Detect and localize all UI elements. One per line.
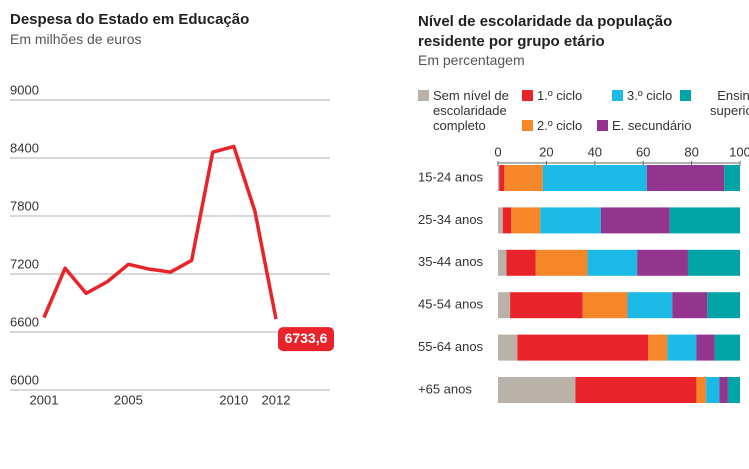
legend-swatch: [612, 90, 623, 101]
y-tick-label: +65 anos: [418, 381, 472, 396]
bar-segment: [669, 207, 740, 234]
bar-segment: [627, 292, 673, 319]
y-tick-label: 35-44 anos: [418, 254, 484, 269]
chart-title: Despesa do Estado em Educação: [10, 11, 250, 28]
x-tick-label: 100: [729, 144, 749, 159]
bar-segment: [498, 377, 576, 403]
data-label-badge: [278, 327, 334, 352]
data-line: [42, 144, 278, 320]
x-tick-label: 40: [588, 144, 602, 159]
bar-segment: [502, 207, 512, 234]
x-tick-label: 2010: [219, 392, 248, 407]
bar-segment: [498, 207, 503, 234]
x-tick-label: 2001: [30, 392, 59, 407]
bar-segment: [499, 165, 505, 191]
legend-label: 1.º ciclo: [537, 88, 583, 103]
legend-swatch: [597, 120, 608, 131]
bar-segment: [696, 334, 715, 361]
legend-label: Sem nível de escolaridade completo: [433, 88, 509, 133]
bar-segment: [511, 207, 541, 234]
bar-segment: [706, 377, 720, 403]
x-tick-label: 20: [539, 144, 553, 159]
y-tick-label: 25-34 anos: [418, 212, 484, 227]
bar-segment: [587, 249, 638, 276]
legend-label: 3.º ciclo: [627, 88, 673, 103]
x-tick-label: 80: [684, 144, 698, 159]
y-tick-label: 6600: [10, 314, 39, 329]
legend-swatch: [680, 90, 691, 101]
chart-title: Nível de escolaridade da população resid…: [418, 13, 673, 50]
legend-swatch: [522, 120, 533, 131]
x-tick-label: 60: [636, 144, 650, 159]
bar-segment: [648, 334, 668, 361]
legend-label: 2.º ciclo: [537, 118, 583, 133]
y-tick-label: 7200: [10, 256, 39, 271]
bar-segment: [707, 292, 740, 319]
bar-segment: [582, 292, 628, 319]
bar-segment: [498, 249, 507, 276]
x-tick-label: 2012: [262, 392, 291, 407]
bar-segment: [535, 249, 588, 276]
bar-segment: [667, 334, 697, 361]
legend-label: E. secundário: [612, 118, 692, 133]
legend-swatch: [522, 90, 533, 101]
x-tick-label: 0: [494, 144, 501, 159]
chart-subtitle: Em milhões de euros: [10, 31, 142, 47]
bar-segment: [498, 165, 500, 191]
y-tick-label: 6000: [10, 372, 39, 387]
legend-swatch: [418, 90, 429, 101]
bar-segment: [540, 207, 601, 234]
y-tick-label: 15-24 anos: [418, 169, 484, 184]
bar-segment: [719, 377, 728, 403]
y-tick-label: 9000: [10, 82, 39, 97]
bar-segment: [637, 249, 688, 276]
bar-segment: [542, 165, 647, 191]
bar-segment: [504, 165, 543, 191]
bar-segment: [672, 292, 708, 319]
y-tick-label: 7800: [10, 198, 39, 213]
bar-segment: [517, 334, 649, 361]
bar-segment: [600, 207, 670, 234]
bar-segment: [724, 165, 740, 191]
bar-segment: [696, 377, 707, 403]
bar-segment: [687, 249, 740, 276]
bar-segment: [646, 165, 725, 191]
data-label: 6733,6: [285, 330, 328, 346]
legend-label: Ensino superior: [710, 88, 749, 118]
y-tick-label: 45-54 anos: [418, 297, 484, 312]
bar-segment: [498, 292, 511, 319]
bar-segment: [575, 377, 697, 403]
bar-segment: [506, 249, 536, 276]
bar-segment: [498, 334, 518, 361]
bar-segment: [714, 334, 740, 361]
chart-subtitle: Em percentagem: [418, 52, 525, 68]
y-tick-label: 8400: [10, 140, 39, 155]
y-tick-label: 55-64 anos: [418, 339, 484, 354]
bar-segment: [510, 292, 583, 319]
bar-segment: [727, 377, 740, 403]
x-tick-label: 2005: [114, 392, 143, 407]
